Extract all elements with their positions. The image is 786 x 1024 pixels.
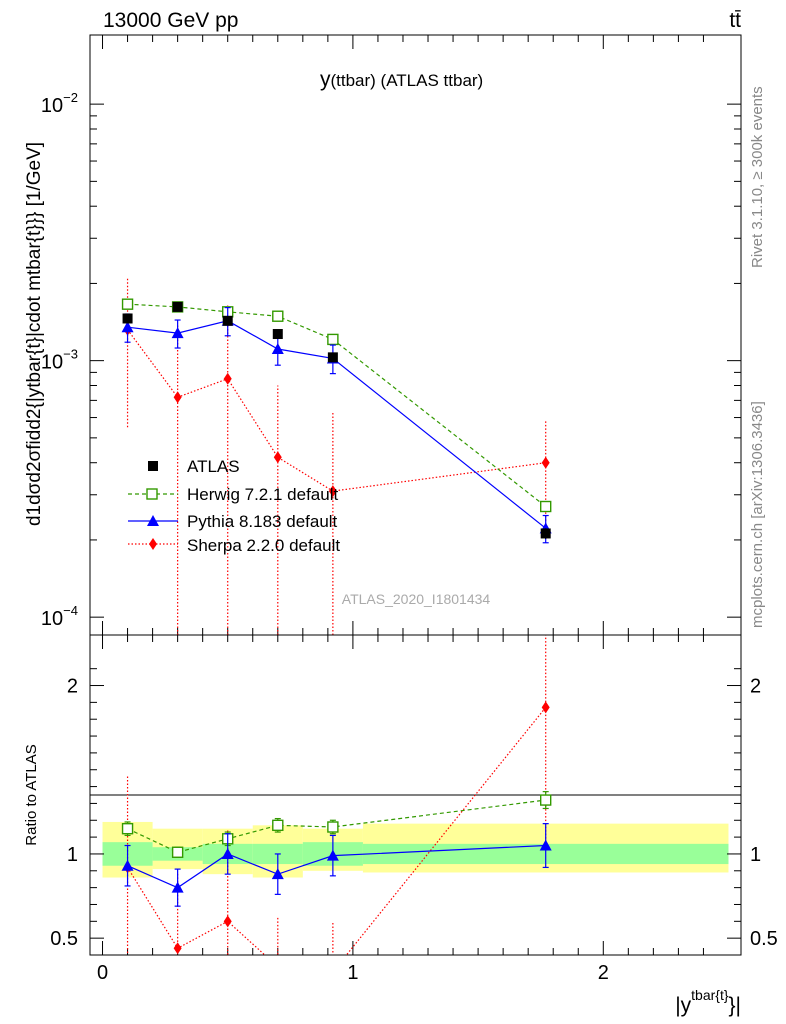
data-point-pythia (121, 321, 134, 333)
ratio-series-clipped (121, 635, 552, 978)
ratio-y-tick-label-right: 2 (750, 676, 761, 698)
data-point-herwig (272, 310, 284, 322)
legend-marker-sherpa (149, 538, 157, 550)
legend-label-atlas: ATLAS (187, 457, 240, 476)
data-point-sherpa (223, 372, 232, 385)
data-point-pythia (271, 343, 284, 355)
legend-label-pythia: Pythia 8.183 default (187, 512, 338, 531)
mcplots-label: mcplots.cern.ch [arXiv:1306.3436] (749, 401, 766, 628)
data-point-atlas (327, 352, 338, 363)
x-axis-label-base: |y (675, 994, 691, 1017)
ratio-y-tick-label-right: 0.5 (750, 928, 778, 950)
main-title-variable: y (320, 68, 331, 91)
data-point-sherpa (173, 391, 182, 404)
ratio-y-tick-label: 2 (67, 676, 78, 698)
analysis-watermark: ATLAS_2020_I1801434 (342, 591, 491, 607)
ratio-point-pythia (171, 881, 184, 893)
ratio-x-tick-label: 2 (598, 962, 609, 984)
legend: ATLAS Herwig 7.2.1 default Pythia 8.183 … (128, 457, 340, 555)
main-y-tick-label: 10−2 (41, 90, 78, 117)
x-axis-label: |ytbar{t}}| (675, 987, 741, 1017)
ratio-point-sherpa (173, 942, 182, 955)
ratio-y-tick-label-right: 1 (750, 844, 761, 866)
x-axis-label-end: }| (729, 994, 741, 1017)
main-y-tick-mantissa: 10 (41, 95, 63, 117)
ratio-y-axis-label: Ratio to ATLAS (23, 744, 40, 845)
data-point-atlas (172, 301, 183, 312)
ratio-point-herwig (272, 819, 284, 832)
main-y-tick-mantissa: 10 (41, 352, 63, 374)
ratio-line-herwig (127, 799, 546, 853)
ratio-point-sherpa (329, 966, 337, 978)
ratio-axis-ticks (90, 635, 741, 955)
ratio-line-sherpa (127, 707, 547, 955)
main-title-detail: (ttbar) (ATLAS ttbar) (331, 71, 484, 90)
ratio-point-pythia (221, 847, 234, 859)
data-point-herwig (327, 333, 339, 346)
ratio-point-pythia (326, 849, 339, 861)
main-y-tick-exponent: −2 (63, 90, 78, 105)
series-atlas (122, 301, 551, 539)
ratio-point-herwig (540, 794, 552, 806)
ratio-point-pythia (539, 839, 552, 851)
legend-marker-pythia (147, 515, 159, 526)
main-y-tick-label: 10−3 (41, 347, 78, 374)
ratio-point-herwig (327, 821, 339, 833)
data-point-atlas (122, 313, 133, 324)
ratio-plot-frame (89, 634, 742, 956)
data-point-sherpa (273, 451, 282, 464)
data-point-pythia (171, 327, 184, 339)
main-y-tick-exponent: −3 (63, 347, 78, 362)
main-series-layer (121, 277, 552, 635)
legend-marker-herwig (146, 488, 158, 500)
main-y-tick-exponent: −4 (63, 603, 78, 618)
data-point-atlas (540, 528, 551, 539)
ratio-series-pythia (121, 823, 552, 907)
ratio-y-tick-label: 0.5 (50, 928, 78, 950)
ratio-x-tick-label: 0 (97, 962, 108, 984)
data-point-herwig (540, 500, 552, 513)
main-y-tick-labels: 10−410−310−2 (41, 90, 78, 630)
ratio-point-sherpa (223, 915, 232, 928)
data-point-atlas (272, 329, 283, 340)
ratio-point-herwig (121, 822, 134, 835)
series-sherpa (123, 277, 550, 635)
main-axis-ticks (90, 35, 741, 635)
data-point-sherpa (328, 485, 337, 498)
ratio-y-tick-label: 1 (67, 844, 78, 866)
series-line-pythia (127, 320, 547, 529)
legend-label-herwig: Herwig 7.2.1 default (187, 485, 338, 504)
main-y-tick-mantissa: 10 (41, 608, 63, 630)
x-axis-label-superscript: tbar{t} (691, 987, 729, 1003)
rivet-version-label: Rivet 3.1.10, ≥ 300k events (749, 86, 766, 268)
main-y-axis-label: d1dσd2σfidd2{|ytbar{t}|cdot mtbar{t}}} [… (24, 142, 45, 526)
header-process-label: tt̄ (729, 9, 741, 32)
ratio-series-herwig (121, 791, 552, 858)
ratio-point-pythia (121, 859, 134, 871)
data-point-atlas (222, 315, 233, 326)
ratio-y-tick-labels-left: 0.5 1 2 (50, 676, 78, 951)
ratio-point-herwig (171, 846, 184, 858)
ratio-point-pythia (271, 868, 284, 880)
series-line-sherpa (127, 329, 546, 492)
legend-marker-atlas (148, 461, 158, 471)
ratio-point-sherpa (274, 961, 282, 973)
ratio-line-pythia (127, 844, 546, 889)
legend-label-sherpa: Sherpa 2.2.0 default (187, 536, 340, 555)
main-title: y(ttbar) (ATLAS ttbar) (320, 68, 483, 91)
main-y-tick-label: 10−4 (41, 603, 78, 630)
ratio-x-tick-label: 1 (347, 962, 358, 984)
ratio-series-layer (121, 635, 552, 978)
ratio-y-tick-labels-right: 0.5 1 2 (750, 676, 778, 951)
ratio-x-tick-labels: 0 1 2 (97, 962, 609, 984)
series-line-herwig (127, 303, 547, 507)
data-point-sherpa (541, 456, 550, 469)
header-energy-label: 13000 GeV pp (103, 9, 238, 32)
data-point-herwig (121, 298, 134, 310)
ratio-point-sherpa (541, 701, 550, 714)
